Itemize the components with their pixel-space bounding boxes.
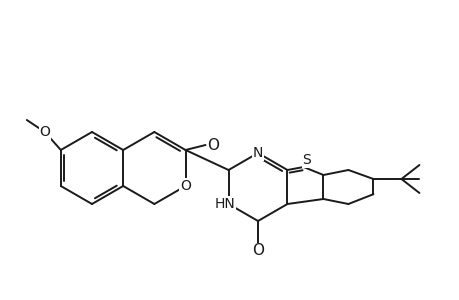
Text: N: N [252, 146, 263, 160]
Text: O: O [39, 125, 50, 139]
Text: O: O [252, 244, 263, 259]
Text: O: O [180, 179, 190, 193]
Text: S: S [302, 153, 310, 167]
Text: O: O [207, 137, 219, 152]
Text: HN: HN [214, 197, 235, 211]
